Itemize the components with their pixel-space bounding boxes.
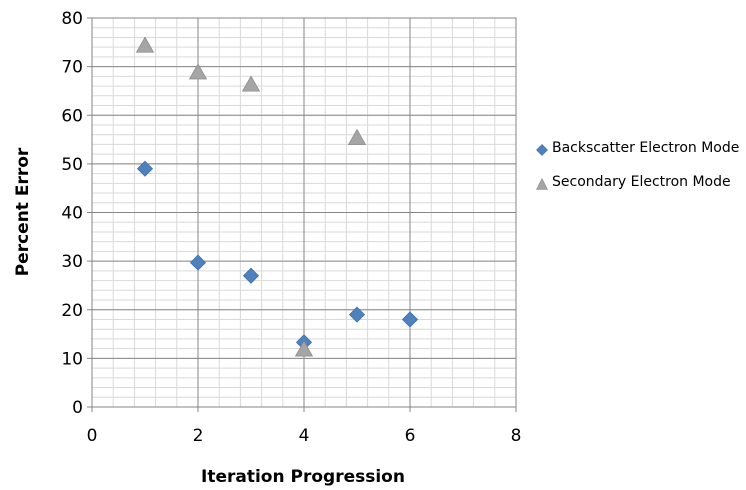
triangle-marker-icon	[536, 178, 548, 190]
y-axis-title: Percent Error	[13, 147, 33, 276]
x-tick-label: 2	[193, 426, 204, 446]
y-tick-label: 70	[61, 58, 83, 78]
x-tick-label: 4	[299, 426, 310, 446]
backscatter-point	[136, 160, 154, 177]
backscatter-point	[242, 267, 260, 284]
backscatter-point	[401, 311, 419, 328]
legend: Backscatter Electron Mode Secondary Elec…	[536, 138, 744, 192]
y-axis-ticks: 0 10 20 30 40 50 60 70 80	[61, 9, 92, 418]
x-axis-ticks: 0 2 4 6 8	[87, 407, 522, 446]
y-tick-label: 60	[61, 106, 83, 126]
secondary-point	[241, 75, 261, 92]
secondary-point	[135, 36, 155, 53]
secondary-point	[294, 340, 314, 357]
backscatter-point	[348, 306, 366, 323]
x-tick-label: 6	[405, 426, 416, 446]
diamond-marker-icon	[536, 144, 548, 156]
legend-label-backscatter: Backscatter Electron Mode	[552, 140, 740, 156]
x-tick-label: 0	[87, 426, 98, 446]
y-tick-label: 0	[72, 398, 83, 418]
y-tick-label: 50	[61, 155, 83, 175]
data-points	[135, 36, 419, 357]
y-tick-label: 30	[61, 252, 83, 272]
y-tick-label: 20	[61, 301, 83, 321]
x-axis-title: Iteration Progression	[201, 467, 405, 487]
legend-item-secondary: Secondary Electron Mode	[536, 172, 744, 192]
y-tick-label: 10	[61, 349, 83, 369]
secondary-point	[188, 63, 208, 80]
y-tick-label: 40	[61, 204, 83, 224]
y-tick-label: 80	[61, 9, 83, 29]
secondary-point	[347, 128, 367, 146]
backscatter-point	[189, 254, 207, 271]
legend-item-backscatter: Backscatter Electron Mode	[536, 138, 744, 158]
legend-label-secondary: Secondary Electron Mode	[552, 174, 731, 190]
x-tick-label: 8	[511, 426, 522, 446]
